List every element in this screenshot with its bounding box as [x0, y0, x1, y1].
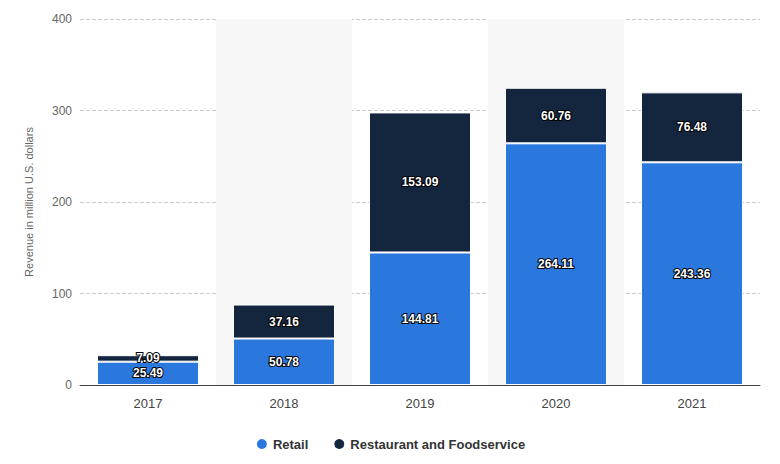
svg-text:400: 400: [52, 12, 72, 26]
svg-text:37.16: 37.16: [269, 315, 299, 329]
svg-text:25.49: 25.49: [133, 366, 163, 380]
svg-text:76.48: 76.48: [677, 120, 707, 134]
svg-text:60.76: 60.76: [541, 109, 571, 123]
svg-text:0: 0: [65, 378, 72, 392]
svg-text:2021: 2021: [678, 396, 707, 411]
svg-text:2017: 2017: [134, 396, 163, 411]
svg-text:144.81: 144.81: [402, 312, 439, 326]
svg-text:Restaurant and Foodservice: Restaurant and Foodservice: [350, 437, 525, 452]
svg-text:264.11: 264.11: [538, 257, 574, 271]
svg-text:243.36: 243.36: [674, 267, 711, 281]
svg-text:100: 100: [52, 287, 72, 301]
svg-text:200: 200: [52, 195, 72, 209]
svg-text:50.78: 50.78: [269, 355, 299, 369]
svg-text:2019: 2019: [406, 396, 435, 411]
svg-text:2018: 2018: [270, 396, 299, 411]
svg-text:300: 300: [52, 104, 72, 118]
svg-text:7.09: 7.09: [136, 351, 160, 365]
svg-text:153.09: 153.09: [402, 175, 439, 189]
svg-text:Retail: Retail: [273, 437, 308, 452]
svg-text:2020: 2020: [542, 396, 571, 411]
svg-text:Revenue in million U.S. dollar: Revenue in million U.S. dollars: [23, 127, 35, 277]
